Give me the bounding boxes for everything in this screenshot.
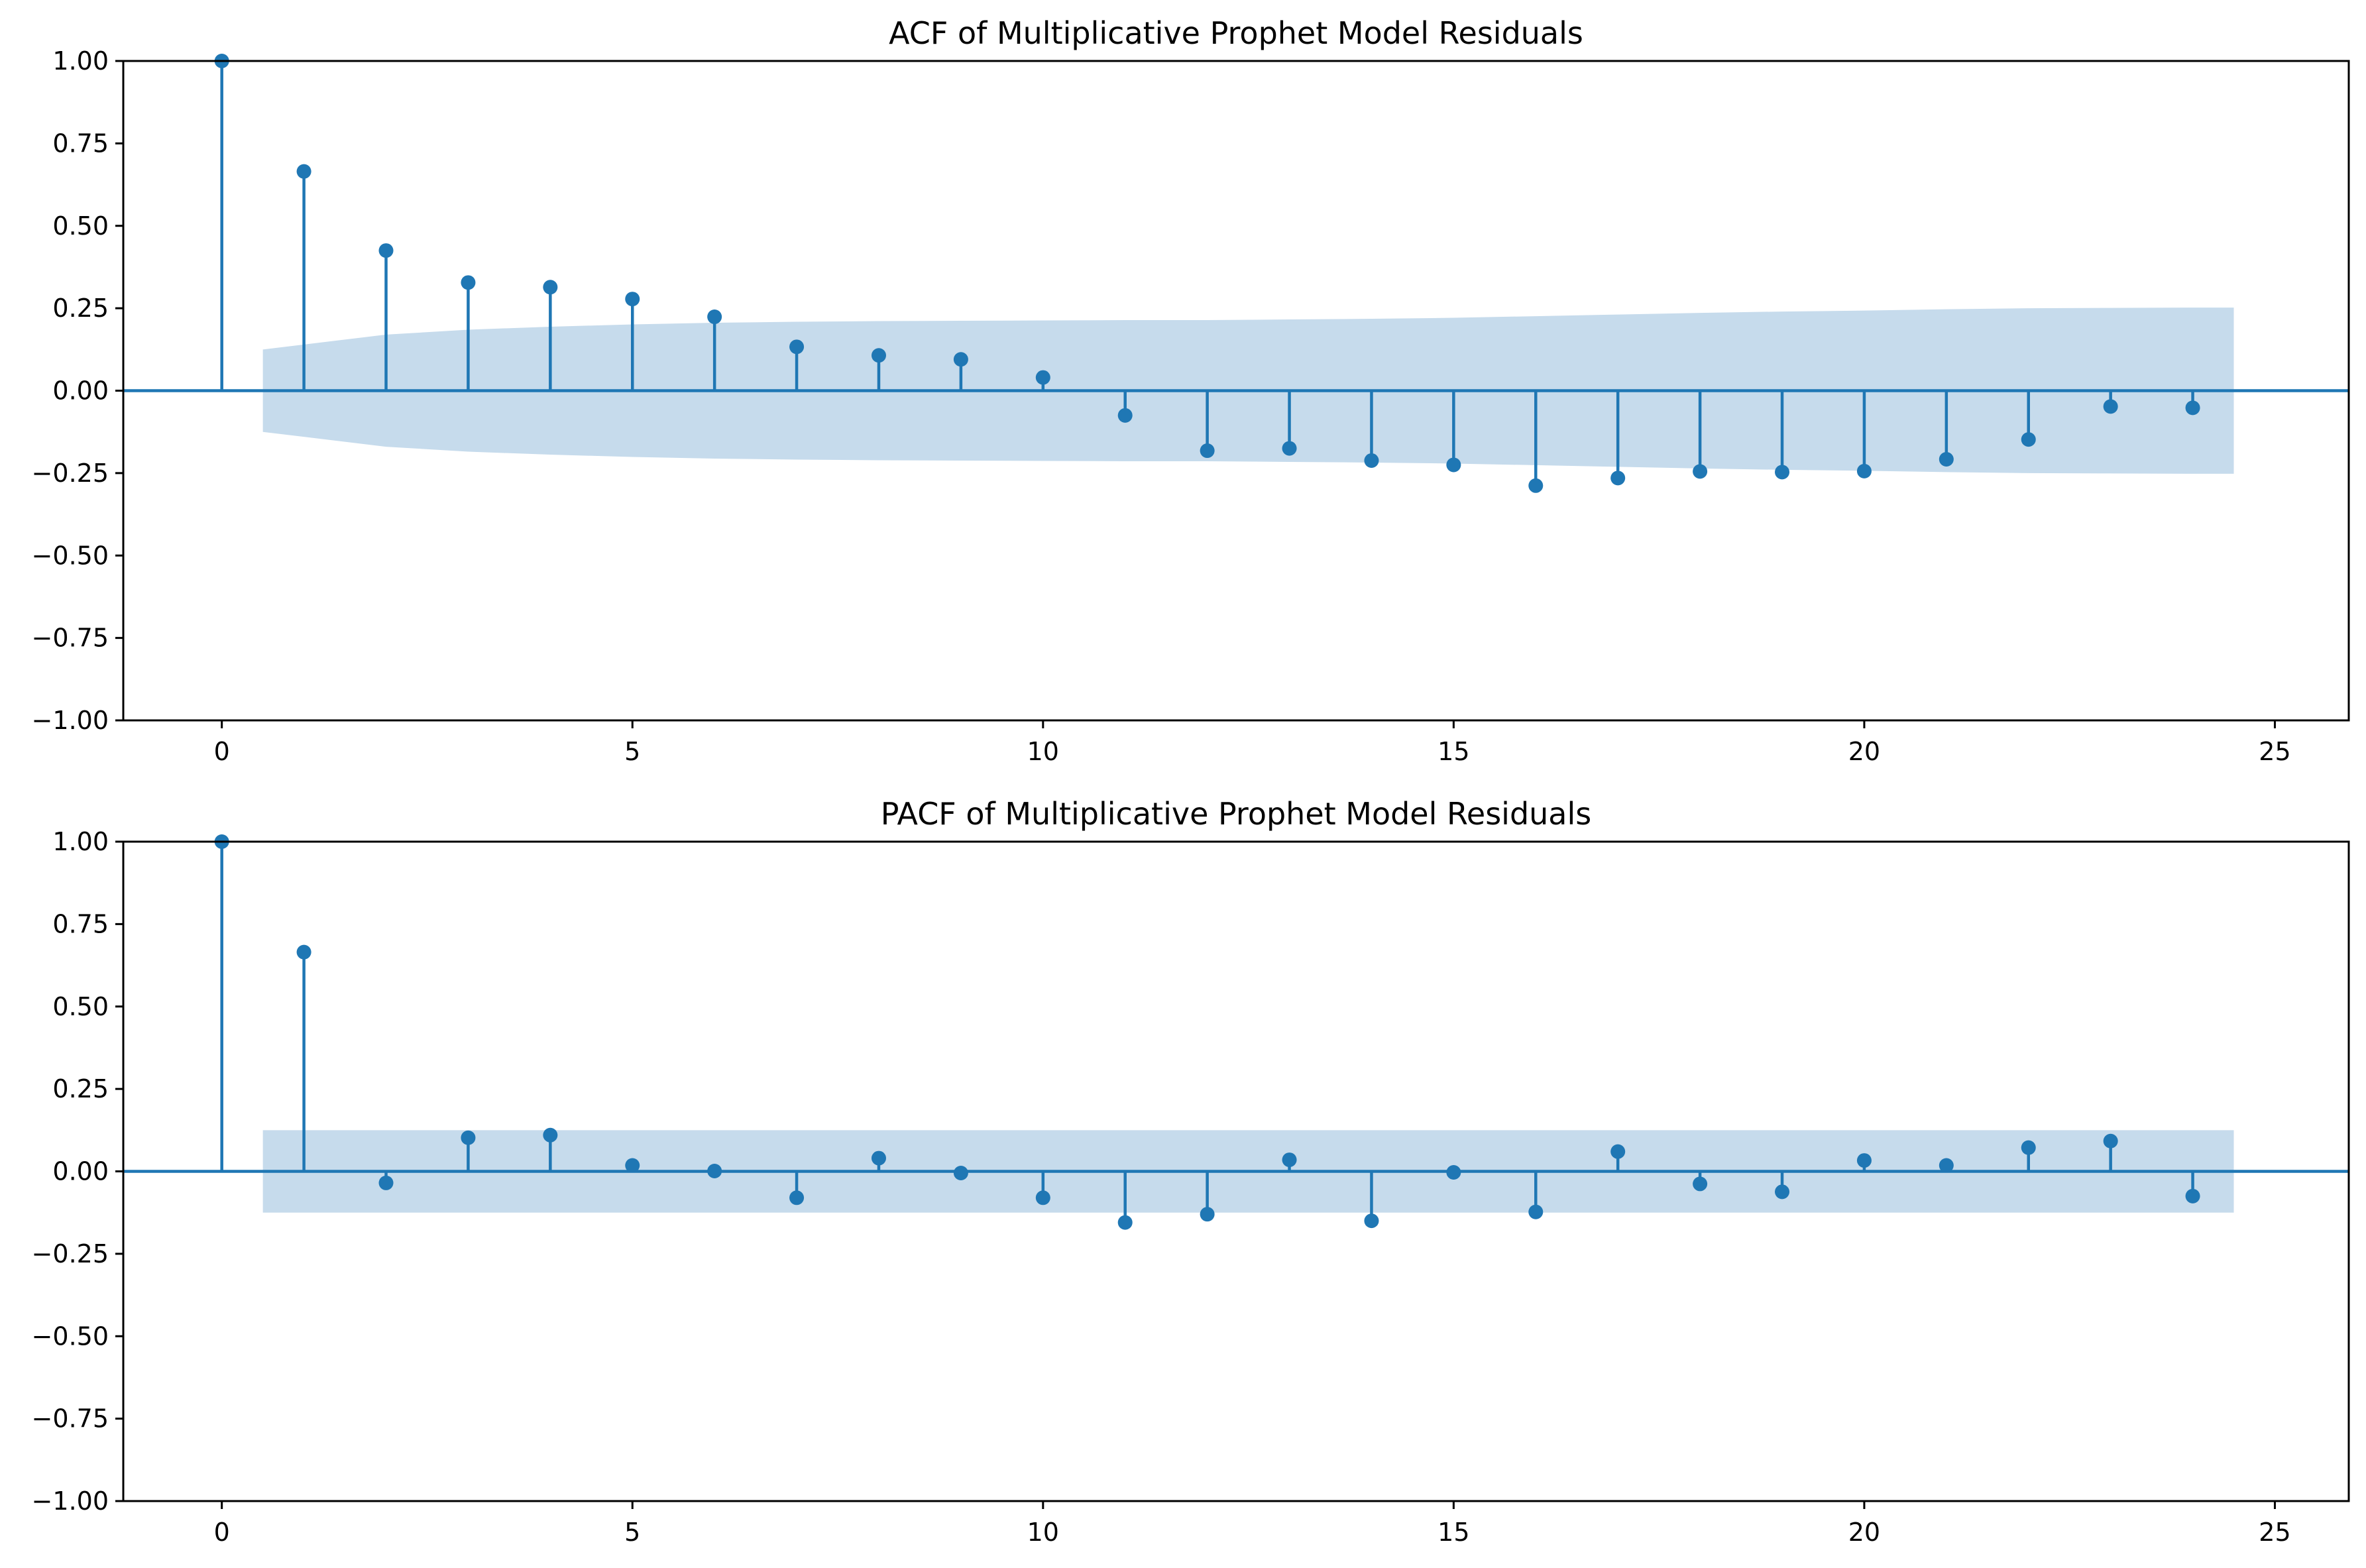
pacf-xtick-label: 10 [1027, 1518, 1059, 1547]
pacf-marker-lag-12 [1200, 1207, 1215, 1222]
acf-marker-lag-5 [625, 292, 640, 307]
pacf-ytick-label: 0.00 [52, 1157, 109, 1186]
acf-xtick-label: 0 [214, 737, 230, 766]
pacf-marker-lag-20 [1856, 1153, 1872, 1168]
pacf-marker-lag-11 [1117, 1215, 1133, 1230]
acf-marker-lag-15 [1446, 457, 1461, 473]
pacf-marker-lag-6 [707, 1164, 722, 1179]
pacf-ytick-label: −0.75 [32, 1404, 109, 1433]
pacf-xtick-label: 15 [1437, 1518, 1469, 1547]
acf-marker-lag-1 [296, 164, 311, 179]
pacf-marker-lag-9 [953, 1165, 968, 1180]
acf-marker-lag-6 [707, 309, 722, 325]
pacf-marker-lag-14 [1364, 1213, 1379, 1229]
pacf-ytick-label: −0.25 [32, 1239, 109, 1268]
acf-marker-lag-16 [1528, 478, 1544, 493]
pacf-marker-lag-21 [1939, 1158, 1954, 1173]
pacf-marker-lag-23 [2103, 1133, 2118, 1148]
acf-ytick-label: 0.25 [52, 294, 109, 323]
pacf-marker-lag-17 [1610, 1144, 1626, 1159]
acf-marker-lag-20 [1856, 463, 1872, 478]
acf-xtick-label: 5 [624, 737, 640, 766]
acf-ytick-label: 0.00 [52, 376, 109, 406]
pacf-marker-lag-4 [543, 1127, 558, 1143]
pacf-marker-lag-16 [1528, 1204, 1544, 1219]
pacf-marker-lag-2 [378, 1175, 394, 1190]
pacf-marker-lag-5 [625, 1158, 640, 1173]
pacf-ytick-label: −0.50 [32, 1321, 109, 1351]
acf-ytick-label: −0.75 [32, 624, 109, 653]
pacf-ytick-label: 1.00 [52, 827, 109, 856]
pacf-xtick-label: 0 [214, 1518, 230, 1547]
pacf-ytick-label: 0.50 [52, 992, 109, 1021]
pacf-marker-lag-24 [2185, 1188, 2200, 1204]
acf-marker-lag-13 [1282, 441, 1297, 456]
pacf-title: PACF of Multiplicative Prophet Model Res… [881, 796, 1592, 832]
acf-marker-lag-14 [1364, 453, 1379, 468]
acf-marker-lag-7 [789, 339, 805, 355]
acf-xtick-label: 15 [1437, 737, 1469, 766]
acf-xtick-label: 20 [1848, 737, 1880, 766]
pacf-marker-lag-3 [461, 1130, 476, 1145]
acf-marker-lag-24 [2185, 400, 2200, 416]
acf-marker-lag-12 [1200, 443, 1215, 459]
acf-marker-lag-19 [1775, 465, 1790, 480]
acf-marker-lag-2 [378, 243, 394, 258]
pacf-marker-lag-15 [1446, 1164, 1461, 1180]
acf-marker-lag-4 [543, 280, 558, 295]
acf-marker-lag-10 [1035, 370, 1050, 385]
pacf-marker-lag-10 [1035, 1190, 1050, 1205]
pacf-panel: PACF of Multiplicative Prophet Model Res… [32, 796, 2350, 1547]
acf-marker-lag-21 [1939, 451, 1954, 467]
acf-xtick-label: 25 [2259, 737, 2290, 766]
pacf-xtick-label: 20 [1848, 1518, 1880, 1547]
acf-marker-lag-11 [1117, 408, 1133, 423]
acf-marker-lag-18 [1693, 464, 1708, 479]
acf-marker-lag-17 [1610, 471, 1626, 486]
pacf-marker-lag-22 [2021, 1140, 2036, 1155]
acf-marker-lag-3 [461, 275, 476, 290]
acf-marker-lag-23 [2103, 399, 2118, 414]
acf-ytick-label: −0.50 [32, 541, 109, 570]
acf-ytick-label: −0.25 [32, 459, 109, 488]
pacf-marker-lag-1 [296, 944, 311, 960]
pacf-marker-lag-7 [789, 1190, 805, 1205]
acf-xtick-label: 10 [1027, 737, 1059, 766]
acf-ytick-label: −1.00 [32, 706, 109, 735]
acf-title: ACF of Multiplicative Prophet Model Resi… [889, 15, 1583, 51]
pacf-ytick-label: 0.75 [52, 909, 109, 938]
pacf-marker-lag-8 [871, 1150, 886, 1166]
acf-marker-lag-9 [953, 352, 968, 367]
acf-ytick-label: 1.00 [52, 46, 109, 76]
pacf-marker-lag-13 [1282, 1152, 1297, 1168]
pacf-marker-lag-19 [1775, 1184, 1790, 1200]
acf-marker-lag-8 [871, 348, 886, 363]
acf-marker-lag-22 [2021, 432, 2036, 447]
pacf-xtick-label: 25 [2259, 1518, 2290, 1547]
pacf-ytick-label: 0.25 [52, 1074, 109, 1103]
acf-ytick-label: 0.75 [52, 129, 109, 158]
pacf-marker-lag-18 [1693, 1176, 1708, 1192]
acf-panel: ACF of Multiplicative Prophet Model Resi… [32, 15, 2350, 766]
acf-ytick-label: 0.50 [52, 211, 109, 241]
pacf-ytick-label: −1.00 [32, 1486, 109, 1516]
pacf-xtick-label: 5 [624, 1518, 640, 1547]
